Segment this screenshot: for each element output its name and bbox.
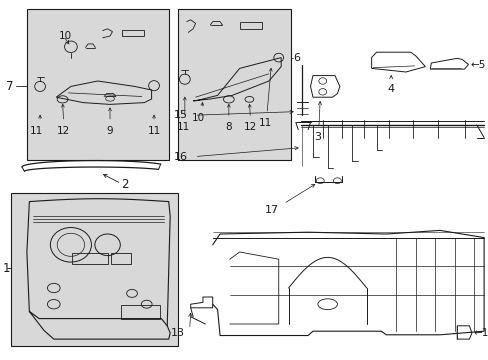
Text: 10: 10 [191, 113, 204, 123]
Bar [121, 305, 160, 319]
Text: 11: 11 [176, 122, 190, 132]
Bar [27, 9, 168, 160]
Text: 15: 15 [174, 110, 188, 120]
Text: 7: 7 [6, 80, 14, 93]
Text: 13: 13 [170, 328, 184, 338]
Text: 2: 2 [121, 178, 128, 191]
Text: ←14: ←14 [472, 328, 488, 338]
Text: 9: 9 [106, 126, 113, 136]
Text: 12: 12 [243, 122, 257, 132]
Bar [11, 193, 178, 346]
Text: 11: 11 [147, 126, 161, 136]
Text: 16: 16 [174, 152, 188, 162]
Bar [111, 253, 131, 264]
Text: 4: 4 [387, 84, 394, 94]
Text: 6: 6 [293, 53, 300, 63]
Text: 1: 1 [2, 262, 10, 275]
Bar [72, 253, 107, 264]
Text: 17: 17 [264, 205, 278, 215]
Text: 8: 8 [225, 122, 232, 132]
Text: 12: 12 [57, 126, 70, 136]
Bar [178, 9, 290, 160]
Text: ←5: ←5 [469, 60, 485, 70]
Text: 10: 10 [59, 31, 72, 41]
Text: 11: 11 [258, 118, 271, 128]
Text: 11: 11 [30, 126, 43, 136]
Text: 3: 3 [314, 132, 321, 142]
